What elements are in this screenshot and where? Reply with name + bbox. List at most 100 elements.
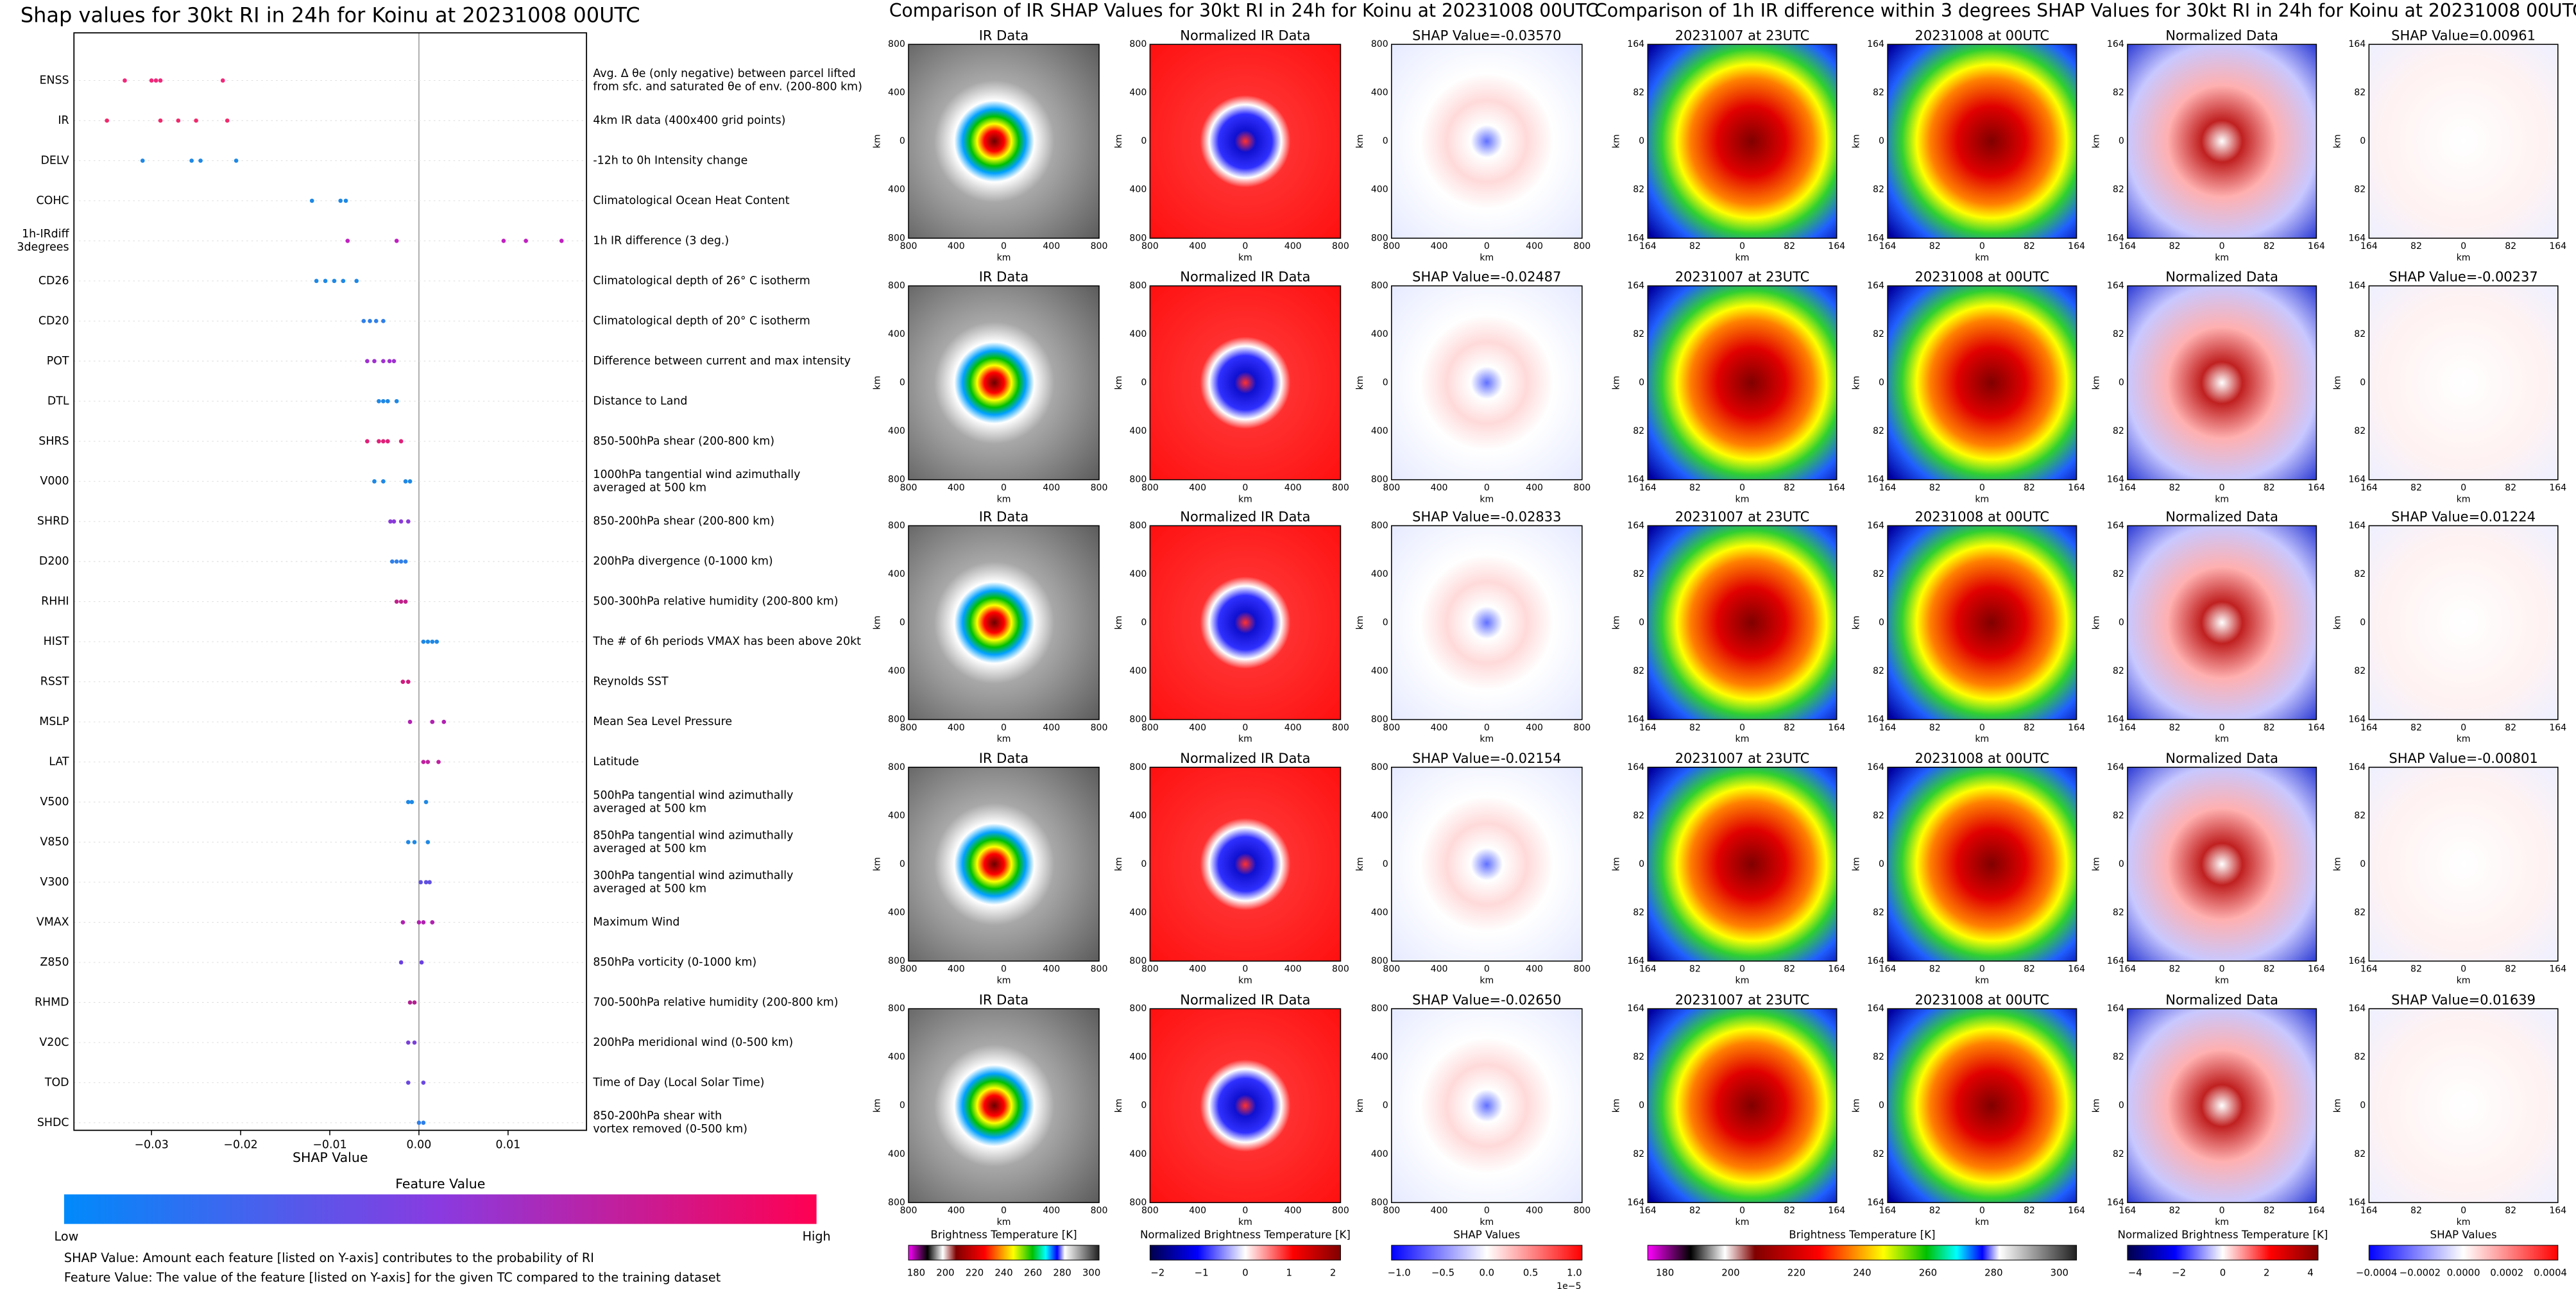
- y-tick-label: 164: [2348, 281, 2366, 291]
- y-tick-label: 82: [2354, 426, 2366, 436]
- colorbar-label: SHAP Values: [2430, 1229, 2497, 1241]
- x-tick-label: 800: [1573, 482, 1591, 493]
- colorbar: [1391, 1245, 1583, 1261]
- y-axis-label: km: [1355, 1098, 1365, 1113]
- y-tick-label: 400: [1129, 666, 1147, 676]
- shap-point: [418, 880, 423, 885]
- image-panel: [908, 1008, 1100, 1204]
- x-tick-label: 800: [900, 482, 917, 493]
- shap-point: [381, 359, 386, 364]
- x-tick-label: 0: [1979, 722, 1985, 733]
- shap-point: [354, 278, 359, 284]
- shap-point: [524, 239, 529, 243]
- y-tick-label: 164: [1627, 1197, 1644, 1208]
- y-axis-label: km: [1851, 616, 1861, 630]
- y-axis-label: km: [1355, 376, 1365, 390]
- y-tick-label: 164: [2348, 762, 2366, 773]
- x-tick-label: 0: [2219, 482, 2225, 493]
- x-tick-label: 0: [1001, 482, 1007, 493]
- x-axis-label: km: [1975, 494, 1989, 504]
- y-tick-label: 82: [2354, 666, 2366, 676]
- feature-description-line: 700-500hPa relative humidity (200-800 km…: [593, 996, 838, 1009]
- x-tick-label: 164: [1639, 1206, 1657, 1216]
- image-panel: [2127, 285, 2317, 481]
- x-tick-label: 164: [1639, 722, 1657, 733]
- note: SHAP Value: Amount each feature [listed …: [64, 1251, 594, 1265]
- y-tick-label: 400: [1371, 88, 1388, 98]
- colorbar-tick-label: 200: [1721, 1267, 1739, 1278]
- x-tick-label: 0: [1484, 1206, 1490, 1216]
- y-axis-label: km: [1355, 857, 1365, 871]
- x-axis-label: km: [997, 253, 1011, 263]
- y-tick-label: 82: [2113, 1052, 2124, 1063]
- feature-description-line: Distance to Land: [593, 395, 687, 407]
- x-tick-label: 0: [2461, 722, 2466, 733]
- y-tick-label: 0: [2360, 859, 2366, 869]
- shap-point: [421, 1120, 426, 1125]
- feature-description-line: vortex removed (0-500 km): [593, 1123, 747, 1136]
- x-tick-label: 82: [2169, 964, 2181, 975]
- x-tick-label: 800: [1332, 1206, 1349, 1216]
- feature-description: 200hPa meridional wind (0-500 km): [593, 1036, 793, 1049]
- x-tick-label: 400: [1189, 722, 1206, 733]
- panel-title: IR Data: [979, 269, 1029, 285]
- y-tick-label: 0: [1141, 859, 1147, 869]
- y-tick-label: 82: [1873, 185, 1884, 195]
- y-tick-label: 164: [1867, 1003, 1884, 1014]
- colorbar-tick-label: −0.5: [1431, 1267, 1454, 1278]
- shap-point: [427, 880, 432, 885]
- x-tick-label: 400: [1284, 241, 1302, 252]
- x-tick-label: 82: [2505, 722, 2516, 733]
- feature-description: 850hPa tangential wind azimuthally averag…: [593, 829, 793, 855]
- shap-point: [198, 158, 203, 163]
- feature-description: 850-200hPa shear (200-800 km): [593, 515, 774, 528]
- y-axis-label: km: [1114, 857, 1124, 871]
- colorbar-tick-label: 0.0002: [2490, 1267, 2523, 1278]
- x-tick-label: 82: [2410, 964, 2422, 975]
- feature-description: Climatological Ocean Heat Content: [593, 194, 789, 207]
- y-tick-label: 82: [2113, 569, 2124, 579]
- shap-point: [398, 599, 404, 604]
- y-axis-label: km: [1114, 616, 1124, 630]
- feature-description-line: 200hPa divergence (0-1000 km): [593, 555, 772, 568]
- feature-description: Avg. Δ θe (only negative) between parcel…: [593, 67, 862, 93]
- shap-point: [398, 519, 404, 524]
- y-axis-label: km: [1612, 376, 1622, 390]
- x-tick-label: 400: [1284, 722, 1302, 733]
- image-panel: [1149, 1008, 1342, 1204]
- y-tick-label: 400: [1371, 907, 1388, 918]
- y-tick-label: 400: [1371, 666, 1388, 676]
- image-panel: [908, 44, 1100, 239]
- x-tick-label: 164: [2360, 964, 2378, 975]
- shap-point: [381, 479, 386, 484]
- feature-description: 200hPa divergence (0-1000 km): [593, 555, 772, 568]
- y-tick-label: 400: [1371, 1149, 1388, 1159]
- x-tick-label: 82: [2169, 241, 2181, 252]
- feature-description: Climatological depth of 20° C isotherm: [593, 314, 810, 327]
- feature-name: HIST: [44, 635, 69, 648]
- colorbar-tick-label: −2: [1150, 1267, 1164, 1278]
- x-tick-label: 82: [2169, 1206, 2181, 1216]
- x-tick-label: 400: [1431, 964, 1448, 975]
- y-axis-label: km: [2091, 857, 2101, 871]
- shap-point: [421, 920, 426, 925]
- y-tick-label: 400: [1129, 329, 1147, 339]
- feature-description: 4km IR data (400x400 grid points): [593, 114, 785, 127]
- x-tick-label: 400: [948, 482, 965, 493]
- y-tick-label: 800: [1371, 39, 1388, 49]
- x-tick-label: −0.02: [223, 1139, 257, 1152]
- y-tick-label: 800: [1129, 762, 1147, 773]
- y-tick-label: 0: [1639, 617, 1644, 627]
- image-panel: [2368, 285, 2559, 481]
- y-axis-label: km: [1851, 134, 1861, 148]
- panel-title: SHAP Value=-0.02487: [1412, 269, 1561, 285]
- shap-point: [436, 760, 441, 764]
- x-tick-label: 800: [1332, 964, 1349, 975]
- shap-point: [412, 840, 417, 844]
- y-tick-label: 800: [888, 1197, 905, 1208]
- y-tick-label: 82: [1873, 1149, 1884, 1159]
- x-tick-label: 0: [1242, 241, 1248, 252]
- y-tick-label: 82: [2354, 1149, 2366, 1159]
- shap-point: [425, 840, 431, 844]
- y-tick-label: 800: [1129, 956, 1147, 966]
